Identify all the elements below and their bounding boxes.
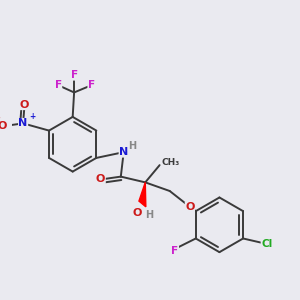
- Text: O: O: [20, 100, 29, 110]
- Text: F: F: [70, 70, 78, 80]
- Text: F: F: [88, 80, 95, 90]
- Text: O: O: [133, 208, 142, 218]
- Text: O: O: [185, 202, 195, 212]
- Text: F: F: [172, 246, 178, 256]
- Polygon shape: [139, 182, 146, 207]
- Text: Cl: Cl: [261, 239, 272, 249]
- Text: F: F: [55, 80, 62, 90]
- Text: CH₃: CH₃: [161, 158, 179, 167]
- Text: O: O: [0, 121, 7, 131]
- Text: H: H: [146, 211, 154, 220]
- Text: H: H: [128, 141, 136, 151]
- Text: N: N: [119, 147, 128, 157]
- Text: O: O: [96, 175, 105, 184]
- Text: N: N: [19, 118, 28, 128]
- Text: +: +: [29, 112, 36, 121]
